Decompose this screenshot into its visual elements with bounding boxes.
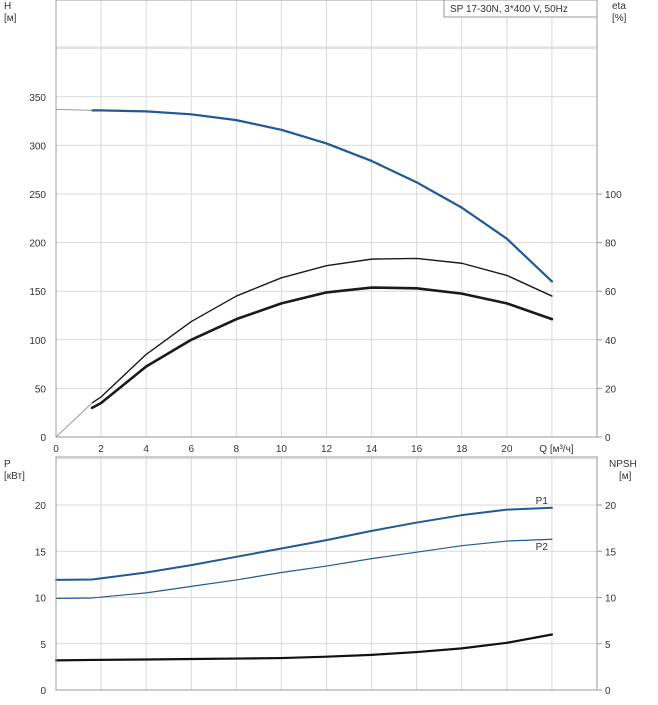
series-eta-line: [91, 257, 553, 404]
x-tick-label: 16: [411, 444, 423, 455]
x-tick-label: 8: [234, 444, 240, 455]
y2-axis-title-lower: NPSH: [609, 459, 637, 470]
y-tick-label-upper: 0: [40, 433, 46, 444]
y2-tick-label-lower: 0: [605, 686, 611, 697]
y-tick-label-lower: 15: [35, 547, 47, 558]
x-tick-label: 10: [276, 444, 288, 455]
y2-axis-title-upper: eta: [612, 1, 626, 12]
x-axis-label: Q [м³/ч]: [539, 444, 574, 455]
y-tick-label-lower: 5: [40, 640, 46, 651]
y2-tick-label-upper: 60: [605, 287, 617, 298]
y2-tick-label-lower: 20: [605, 501, 617, 512]
y-tick-label-lower: 20: [35, 501, 47, 512]
series-p2-line: [55, 538, 553, 600]
series-eta-extension-line: [55, 402, 93, 438]
y2-tick-label-upper: 0: [605, 433, 611, 444]
y-axis-unit-upper: [м]: [4, 13, 17, 24]
series-label-p2: P2: [536, 542, 549, 553]
chart-title-box: [443, 0, 598, 18]
x-tick-label: 4: [143, 444, 149, 455]
series-npsh-line: [54, 633, 554, 662]
chart-title: SP 17-30N, 3*400 V, 50Hz: [450, 4, 568, 15]
x-tick-label: 6: [188, 444, 194, 455]
y2-tick-label-upper: 80: [605, 239, 617, 250]
y2-axis-unit-upper: [%]: [612, 13, 627, 24]
series-label-p1: P1: [536, 496, 549, 507]
y-tick-label-upper: 150: [29, 287, 46, 298]
y-tick-label-upper: 250: [29, 190, 46, 201]
x-tick-label: 14: [366, 444, 378, 455]
y2-axis-unit-lower: [м]: [619, 471, 632, 482]
y2-tick-label-upper: 100: [605, 190, 622, 201]
x-tick-label: 0: [53, 444, 59, 455]
y-tick-label-lower: 0: [40, 686, 46, 697]
y-tick-label-upper: 300: [29, 141, 46, 152]
series-eta-2-line: [90, 286, 554, 410]
y2-tick-label-lower: 10: [605, 594, 617, 605]
y2-tick-label-upper: 40: [605, 336, 617, 347]
x-tick-label: 2: [98, 444, 104, 455]
x-tick-label: 12: [321, 444, 333, 455]
lower-plot-frame: [55, 456, 598, 691]
series-head-extension-line: [55, 108, 93, 111]
series-p1-line: [55, 506, 553, 581]
y-tick-label-upper: 350: [29, 93, 46, 104]
y2-tick-label-lower: 5: [605, 640, 611, 651]
y2-tick-label-lower: 15: [605, 547, 617, 558]
x-tick-label: 20: [501, 444, 513, 455]
upper-plot-frame: [55, 0, 598, 438]
y-tick-label-upper: 200: [29, 239, 46, 250]
x-tick-label: 18: [456, 444, 468, 455]
y-axis-title-lower: P: [4, 459, 11, 470]
series-head-line: [90, 109, 554, 283]
y2-tick-label-upper: 20: [605, 384, 617, 395]
y-tick-label-upper: 50: [35, 384, 47, 395]
y-axis-unit-lower: [кВт]: [4, 471, 25, 482]
y-tick-label-upper: 100: [29, 336, 46, 347]
y-tick-label-lower: 10: [35, 594, 47, 605]
y-axis-title-upper: H: [4, 1, 11, 12]
